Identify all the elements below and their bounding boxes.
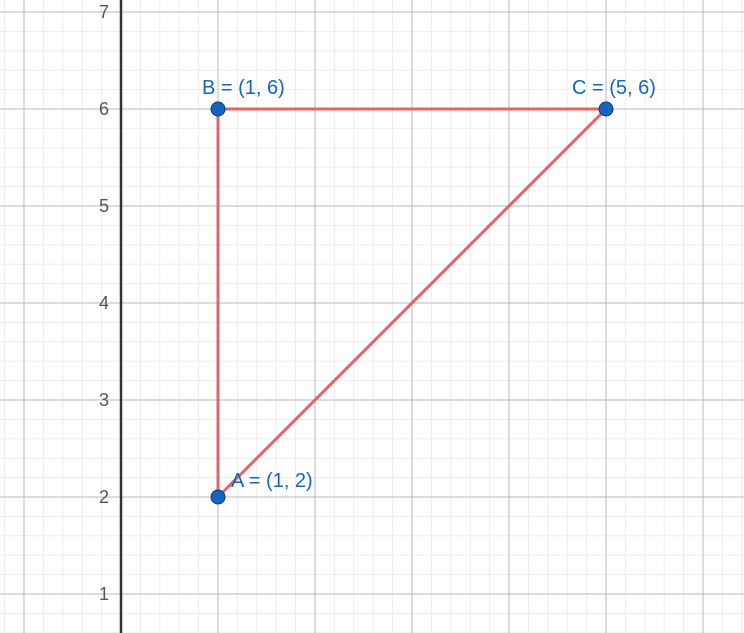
chart-svg: 1 2 3 4 5 6 7 A = (1, 2) B = (1, 6) C = (5, 6) <box>0 0 744 633</box>
point-label-b: B = (1, 6) <box>202 77 285 99</box>
y-tick-label: 7 <box>99 2 109 22</box>
coordinate-plane: 1 2 3 4 5 6 7 A = (1, 2) B = (1, 6) C = (5, 6) <box>0 0 744 633</box>
point-c <box>599 102 613 116</box>
y-tick-label: 1 <box>99 584 109 604</box>
y-tick-label: 5 <box>99 196 109 216</box>
y-tick-label: 3 <box>99 390 109 410</box>
y-tick-labels: 1 2 3 4 5 6 7 <box>99 2 109 604</box>
point-a <box>211 490 225 504</box>
points: A = (1, 2) B = (1, 6) C = (5, 6) <box>202 77 656 504</box>
point-label-a: A = (1, 2) <box>231 470 313 492</box>
point-b <box>211 102 225 116</box>
y-tick-label: 2 <box>99 487 109 507</box>
y-tick-label: 4 <box>99 293 109 313</box>
point-label-c: C = (5, 6) <box>572 77 656 99</box>
y-tick-label: 6 <box>99 99 109 119</box>
